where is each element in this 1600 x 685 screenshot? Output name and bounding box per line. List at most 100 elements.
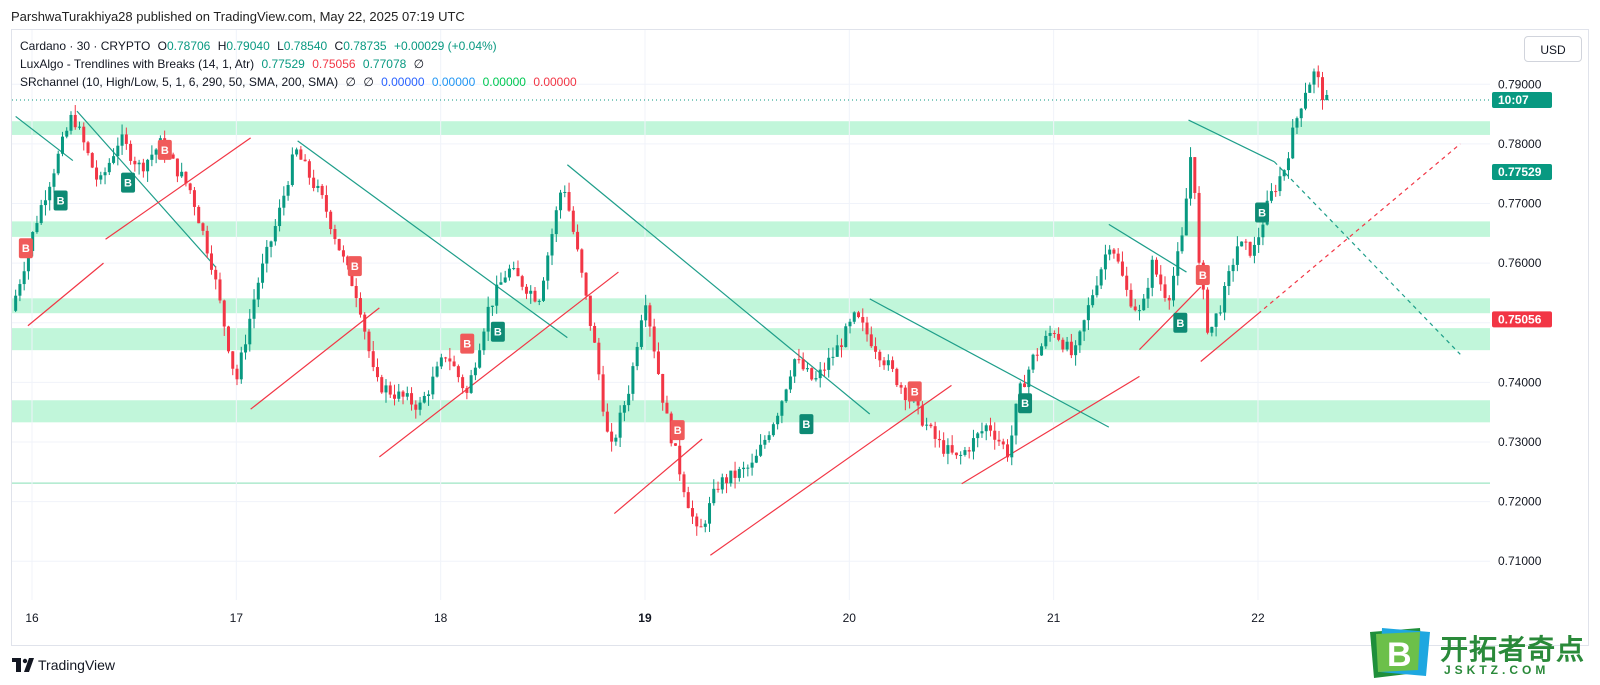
candle-body xyxy=(763,439,767,445)
trendline-up xyxy=(27,262,104,327)
candle-body xyxy=(363,314,367,332)
currency-button[interactable]: USD xyxy=(1524,36,1582,62)
trendline-up xyxy=(250,307,380,410)
candle-body xyxy=(601,374,605,412)
candle-body xyxy=(1295,118,1299,128)
candle-body xyxy=(244,344,248,353)
candle-body xyxy=(703,523,707,527)
trendline-up xyxy=(378,271,619,458)
candle-body xyxy=(1210,326,1214,333)
candle-body xyxy=(1010,435,1014,458)
candle-body xyxy=(503,277,507,283)
candle-body xyxy=(171,154,175,159)
candle-body xyxy=(78,126,82,128)
candle-body xyxy=(708,503,712,524)
candle-body xyxy=(1095,285,1099,296)
candle-body xyxy=(248,318,252,345)
candle-body xyxy=(963,450,967,455)
candle-body xyxy=(384,385,388,393)
candle-body xyxy=(375,367,379,378)
break-down-marker: B xyxy=(18,238,33,259)
candle-body xyxy=(1027,369,1031,388)
candle-body xyxy=(261,263,265,283)
candle-body xyxy=(201,223,205,231)
legend-srchannel-v5: 0.00000 xyxy=(482,75,526,89)
candle-body xyxy=(1197,192,1201,263)
candle-body xyxy=(822,369,826,371)
candle-body xyxy=(86,142,90,154)
legend-luxalgo-v2: 0.75056 xyxy=(312,57,356,71)
publisher-caption: ParshwaTurakhiya28 published on TradingV… xyxy=(11,9,465,24)
candle-body xyxy=(256,282,260,300)
candle-body xyxy=(861,317,865,323)
legend-close-label: C xyxy=(334,39,344,53)
candle-body xyxy=(1061,339,1065,350)
break-down-marker: B xyxy=(347,256,362,277)
candle-body xyxy=(231,351,235,369)
candle-body xyxy=(1193,157,1197,193)
candle-body xyxy=(805,368,809,370)
candle-body xyxy=(673,443,677,446)
candle-body xyxy=(776,415,780,425)
candle-body xyxy=(869,334,873,347)
candle-body xyxy=(346,256,350,266)
candle-body xyxy=(367,331,371,352)
break-down-marker: B xyxy=(1195,265,1210,286)
candle-body xyxy=(533,290,537,302)
trendline-up xyxy=(710,384,952,556)
candle-body xyxy=(1103,254,1107,270)
legend-luxalgo-row[interactable]: LuxAlgo - Trendlines with Breaks (14, 1,… xyxy=(20,57,428,71)
marker-badge xyxy=(53,190,68,211)
marker-label: B xyxy=(494,327,502,339)
candle-body xyxy=(129,143,133,161)
candle-body xyxy=(665,402,669,414)
candle-body xyxy=(980,431,984,434)
candle-body xyxy=(895,368,899,386)
candle-body xyxy=(495,284,499,306)
candle-body xyxy=(1291,127,1295,159)
marker-label: B xyxy=(1176,318,1184,330)
candle-body xyxy=(388,385,392,395)
price-tick-label: 0.78000 xyxy=(1498,137,1542,151)
candle-body xyxy=(1154,259,1158,275)
candle-body xyxy=(286,185,290,196)
candle-body xyxy=(1125,275,1129,290)
marker-badge xyxy=(157,139,172,160)
candle-body xyxy=(197,206,201,224)
candle-body xyxy=(1129,289,1133,307)
candle-body xyxy=(831,356,835,358)
candle-body xyxy=(448,358,452,362)
candle-body xyxy=(103,172,107,176)
legend-srchannel-row[interactable]: SRchannel (10, High/Low, 5, 1, 6, 290, 5… xyxy=(20,75,581,89)
candle-body xyxy=(341,250,345,257)
watermark-text: 开拓者奇点 xyxy=(1440,634,1586,665)
marker-badge xyxy=(460,333,475,354)
trendline-up xyxy=(961,375,1140,485)
candle-body xyxy=(1218,312,1222,314)
marker-label: B xyxy=(674,425,682,437)
candle-body xyxy=(942,440,946,454)
candle-body xyxy=(478,350,482,368)
candle-body xyxy=(1099,269,1103,286)
candle-body xyxy=(1282,170,1286,177)
chart-frame xyxy=(11,29,1589,646)
candle-body xyxy=(1240,241,1244,247)
tradingview-logo[interactable]: TradingView xyxy=(12,657,115,673)
candle-body xyxy=(354,285,358,299)
candle-body xyxy=(597,342,601,375)
candle-body xyxy=(546,255,550,281)
candle-body xyxy=(614,437,618,442)
candle-body xyxy=(954,452,958,456)
candle-body xyxy=(73,114,77,128)
candle-body xyxy=(444,357,448,359)
candle-body xyxy=(1006,444,1010,458)
candle-body xyxy=(1278,176,1282,192)
candle-body xyxy=(499,282,503,285)
candle-body xyxy=(712,488,716,504)
candle-body xyxy=(690,508,694,517)
candle-body xyxy=(984,425,988,432)
candle-body xyxy=(950,445,954,453)
break-up-marker: B xyxy=(1255,202,1270,223)
candle-body xyxy=(1057,333,1061,340)
